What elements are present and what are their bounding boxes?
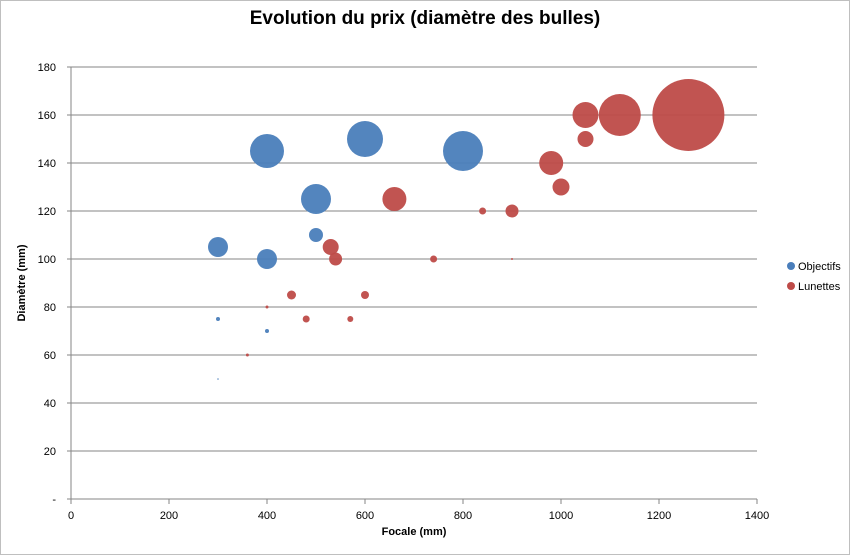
bubble-objectifs [265,329,269,333]
y-tick-label: 20 [44,446,56,458]
x-tick-label: 1200 [647,510,671,522]
bubbles [208,79,725,380]
bubble-lunettes [430,255,438,263]
y-tick-label: 40 [44,398,56,410]
bubble-lunettes [505,204,519,218]
legend-marker-objectifs [787,262,795,270]
bubble-lunettes [361,291,369,299]
y-tick-label: 80 [44,302,56,314]
bubble-lunettes [598,94,641,136]
bubble-lunettes [302,315,310,323]
x-tick-label: 600 [356,510,374,522]
bubble-lunettes [245,353,249,357]
bubble-lunettes [382,187,407,211]
chart-title: Evolution du prix (diamètre des bulles) [249,8,601,29]
bubble-lunettes [577,131,594,147]
x-tick-label: 200 [160,510,178,522]
legend-label-objectifs: Objectifs [798,261,841,273]
x-axis-label: Focale (mm) [382,526,447,538]
bubble-objectifs [217,378,219,380]
bubble-lunettes [479,207,487,215]
bubble-objectifs [301,184,331,214]
bubble-lunettes [572,102,599,128]
x-tick-label: 1000 [549,510,573,522]
bubble-objectifs [309,228,323,242]
bubble-lunettes [329,252,343,266]
y-tick-label: - [52,494,56,506]
y-axis-ticks: - 20 40 60 80 100 120 140 160 180 [38,62,71,506]
bubble-objectifs [250,134,284,168]
x-tick-label: 400 [258,510,276,522]
y-tick-label: 140 [38,158,56,170]
bubble-lunettes [511,258,513,260]
legend: Objectifs Lunettes [787,261,841,293]
bubble-lunettes [539,151,564,175]
x-axis-ticks: 0 200 400 600 800 1000 1200 1400 [68,499,769,522]
bubble-lunettes [652,79,725,151]
y-tick-label: 60 [44,350,56,362]
bubble-objectifs [216,317,220,321]
legend-label-lunettes: Lunettes [798,281,841,293]
bubble-objectifs [443,131,483,171]
bubble-objectifs [257,249,277,269]
x-tick-label: 800 [454,510,472,522]
bubble-objectifs [208,237,228,257]
bubble-lunettes [322,239,339,255]
y-tick-label: 160 [38,110,56,122]
y-axis-label: Diamètre (mm) [16,244,28,321]
bubble-lunettes [552,178,570,196]
y-tick-label: 100 [38,254,56,266]
y-tick-label: 120 [38,206,56,218]
bubble-lunettes [265,305,269,309]
gridlines [71,66,757,452]
x-tick-label: 0 [68,510,74,522]
bubble-objectifs [347,121,383,157]
y-tick-label: 180 [38,62,56,74]
bubble-lunettes [287,290,296,300]
legend-marker-lunettes [787,282,795,290]
x-tick-label: 1400 [745,510,769,522]
bubble-lunettes [347,316,354,322]
